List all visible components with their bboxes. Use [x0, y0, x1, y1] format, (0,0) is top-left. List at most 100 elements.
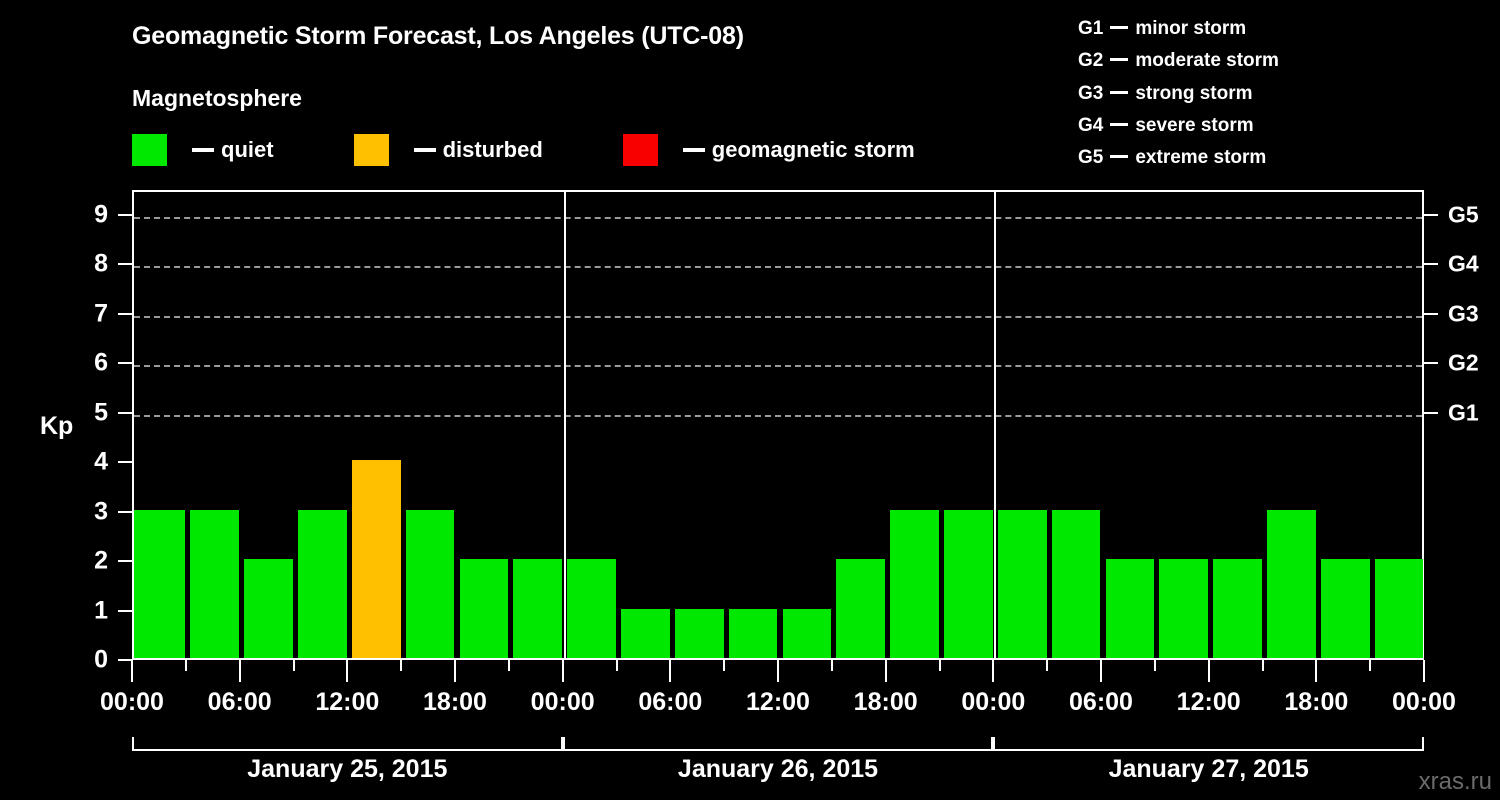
- g-scale-legend: G1 minor storm G2 moderate storm G3 strong st…: [1078, 13, 1279, 174]
- kp-bar: [405, 509, 455, 658]
- x-tick-label: 00:00: [961, 688, 1026, 716]
- kp-bar: [134, 509, 186, 658]
- legend-entry-quiet: quiet: [132, 134, 274, 166]
- x-tick-minor: [1369, 660, 1372, 671]
- y-tick-label-2: 2: [94, 546, 108, 575]
- kp-bar: [782, 608, 832, 658]
- g-legend-row-g5: G5 extreme storm: [1078, 142, 1279, 174]
- x-tick-label: 00:00: [530, 688, 595, 716]
- g-tick-label-g5: G5: [1448, 201, 1479, 228]
- x-tick-major: [561, 660, 564, 682]
- kp-bar: [728, 608, 778, 658]
- x-tick-major: [884, 660, 887, 682]
- day-bracket: [132, 737, 563, 751]
- g-tick-mark: [1424, 312, 1438, 315]
- g-legend-dash-icon: [1110, 58, 1129, 62]
- y-axis-title: Kp: [40, 412, 74, 440]
- y-tick-label-7: 7: [94, 299, 108, 328]
- g-legend-description: minor storm: [1135, 18, 1247, 39]
- x-tick-minor: [292, 660, 295, 671]
- y-tick-mark: [118, 510, 132, 513]
- kp-bar: [944, 509, 993, 658]
- x-tick-label: 12:00: [1176, 688, 1241, 716]
- day-label: January 25, 2015: [247, 755, 448, 783]
- g-tick-mark: [1424, 411, 1438, 414]
- g-legend-dash-icon: [1110, 122, 1129, 126]
- day-bracket: [993, 737, 1424, 751]
- x-tick-label: 06:00: [207, 688, 272, 716]
- g-legend-row-g2: G2 moderate storm: [1078, 45, 1279, 77]
- kp-bar: [1374, 559, 1424, 658]
- g-legend-code: G5: [1078, 147, 1104, 169]
- y-tick-mark: [118, 263, 132, 266]
- plot-inner: [134, 192, 1424, 658]
- x-tick-major: [777, 660, 779, 682]
- watermark: xras.ru: [1418, 768, 1492, 795]
- x-tick-label: 18:00: [1284, 688, 1349, 716]
- kp-bar: [1267, 509, 1316, 658]
- g-legend-description: severe storm: [1135, 114, 1254, 136]
- g-legend-code: G2: [1078, 50, 1104, 72]
- y-tick-label-4: 4: [94, 447, 108, 476]
- y-tick-mark: [118, 609, 132, 612]
- kp-bar: [244, 559, 293, 658]
- kp-bar: [997, 509, 1047, 658]
- kp-bar: [190, 509, 240, 658]
- kp-bar: [890, 509, 939, 658]
- g-tick-mark: [1424, 362, 1438, 365]
- y-tick-label-0: 0: [94, 645, 108, 674]
- gridline-kp-7: [134, 315, 1422, 318]
- x-tick-label: 18:00: [423, 688, 487, 716]
- y-tick-mark: [118, 213, 132, 216]
- kp-bar: [1320, 559, 1370, 658]
- g-legend-row-g3: G3 strong storm: [1078, 78, 1279, 110]
- g-legend-code: G3: [1078, 82, 1104, 104]
- g-legend-row-g1: G1 minor storm: [1078, 13, 1279, 45]
- g-tick-mark: [1424, 213, 1438, 216]
- x-tick-minor: [507, 660, 510, 671]
- day-divider: [563, 192, 566, 658]
- g-legend-code: G1: [1078, 18, 1104, 39]
- kp-bar: [298, 509, 347, 658]
- kp-bar: [621, 608, 670, 658]
- y-tick-label-3: 3: [94, 497, 108, 526]
- y-tick-label-6: 6: [94, 348, 108, 377]
- legend-label: quiet: [221, 137, 274, 162]
- g-tick-label-g4: G4: [1448, 250, 1479, 277]
- x-tick-major: [669, 660, 672, 682]
- legend-dash-icon: [682, 148, 705, 152]
- x-tick-label: 00:00: [1392, 688, 1456, 716]
- x-tick-major: [1315, 660, 1318, 682]
- plot-area: [132, 190, 1424, 660]
- y-tick-label-9: 9: [94, 200, 108, 229]
- x-tick-minor: [184, 660, 187, 671]
- legend-dash-icon: [413, 148, 436, 152]
- x-tick-minor: [830, 660, 833, 671]
- gridline-kp-6: [134, 365, 1422, 368]
- magnetosphere-section-label: Magnetosphere: [132, 85, 302, 111]
- x-tick-label: 06:00: [638, 688, 703, 716]
- g-legend-description: extreme storm: [1135, 147, 1267, 169]
- y-tick-mark: [118, 312, 132, 315]
- y-tick-mark: [118, 659, 132, 661]
- x-tick-major: [454, 660, 456, 682]
- orange-swatch: [353, 134, 389, 166]
- g-legend-dash-icon: [1110, 90, 1129, 94]
- day-bracket: [562, 737, 994, 751]
- legend-entry-geomagnetic: geomagnetic storm: [622, 134, 915, 166]
- g-legend-dash-icon: [1110, 25, 1129, 29]
- x-tick-minor: [1046, 660, 1049, 671]
- g-tick-label-g3: G3: [1448, 300, 1479, 327]
- g-legend-dash-icon: [1110, 155, 1129, 159]
- page-title: Geomagnetic Storm Forecast, Los Angeles …: [132, 22, 744, 50]
- y-tick-mark: [118, 362, 132, 365]
- y-tick-label-8: 8: [94, 249, 108, 278]
- kp-bar: [674, 608, 724, 658]
- x-tick-major: [346, 660, 349, 682]
- g-legend-description: moderate storm: [1135, 50, 1279, 72]
- legend-label: geomagnetic storm: [711, 137, 915, 162]
- legend-dash-icon: [192, 148, 214, 152]
- x-tick-minor: [1261, 660, 1264, 671]
- kp-bar: [1159, 559, 1209, 658]
- x-tick-major: [1423, 660, 1425, 682]
